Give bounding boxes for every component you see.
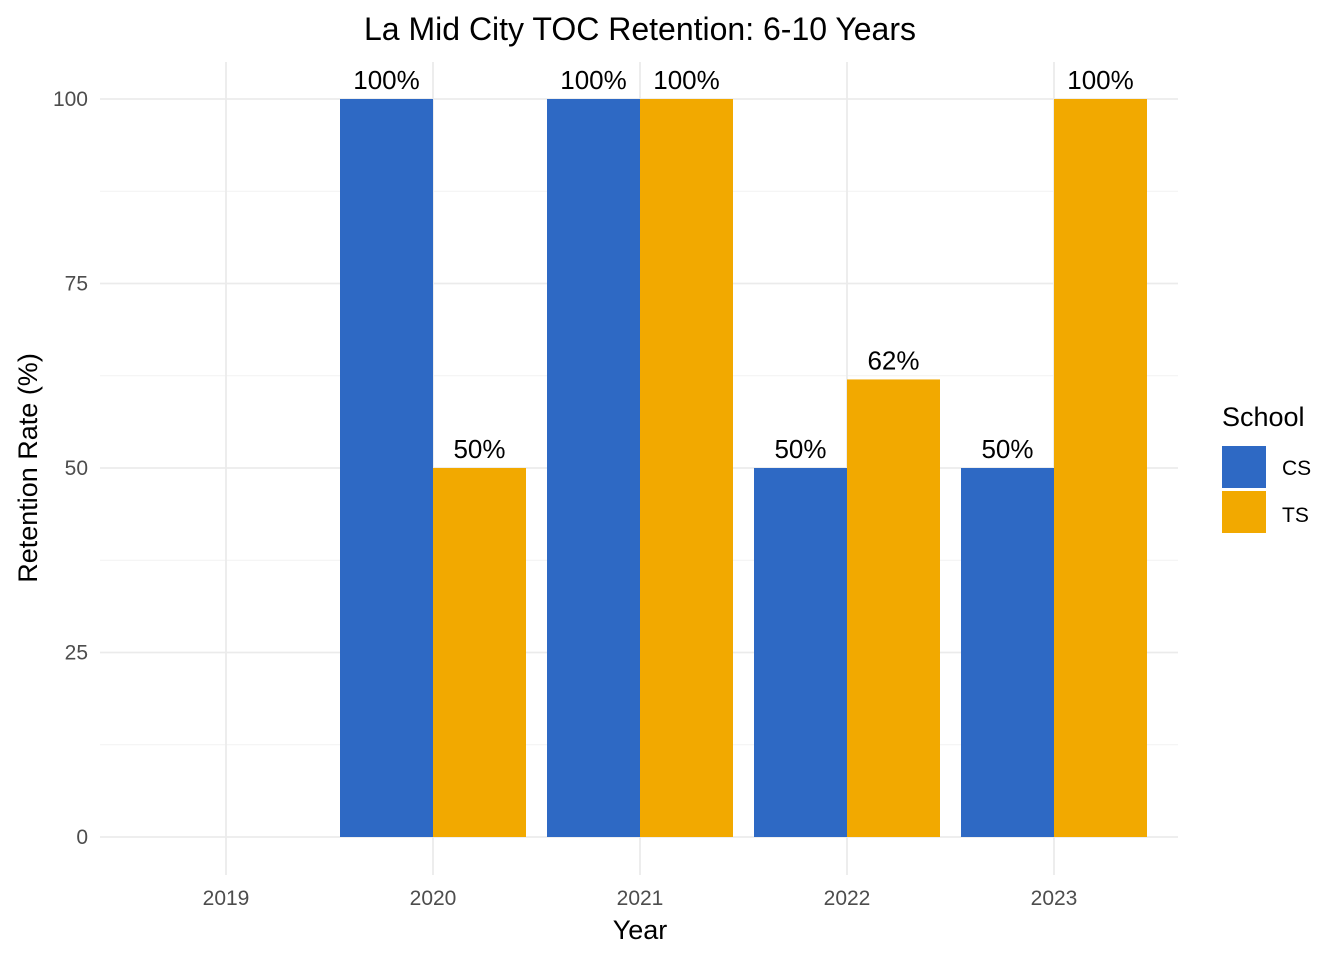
x-tick-label: 2023 (1031, 887, 1078, 910)
x-tick-label: 2022 (824, 887, 871, 910)
legend: School CS TS (1222, 402, 1311, 533)
legend-label-cs: CS (1282, 457, 1311, 480)
data-label-ts-2020: 50% (453, 434, 505, 464)
y-tick-label: 25 (65, 642, 88, 665)
legend-label-ts: TS (1282, 504, 1309, 527)
x-tick-label: 2021 (617, 887, 664, 910)
y-tick-label: 100 (53, 88, 88, 111)
y-axis-title: Retention Rate (%) (13, 353, 43, 583)
y-tick-label: 75 (65, 273, 88, 296)
x-axis-ticks: 2019 2020 2021 2022 2023 (203, 887, 1078, 910)
data-label-ts-2023: 100% (1067, 65, 1134, 95)
data-label-cs-2021: 100% (560, 65, 627, 95)
bar-cs-2023 (961, 468, 1054, 837)
y-axis-ticks: 0 25 50 75 100 (53, 88, 88, 849)
bar-ts-2021 (640, 99, 733, 837)
legend-swatch-cs (1222, 446, 1266, 488)
data-labels: 100% 100% 50% 50% 50% 100% 62% 100% (353, 65, 1134, 464)
bar-cs-2020 (340, 99, 433, 837)
data-label-cs-2020: 100% (353, 65, 420, 95)
x-axis-title: Year (613, 915, 668, 945)
bar-cs-2022 (754, 468, 847, 837)
y-tick-label: 50 (65, 457, 88, 480)
legend-swatch-ts (1222, 491, 1266, 533)
data-label-cs-2023: 50% (981, 434, 1033, 464)
data-label-cs-2022: 50% (774, 434, 826, 464)
bar-cs-2021 (547, 99, 640, 837)
data-label-ts-2021: 100% (653, 65, 720, 95)
bar-ts-2022 (847, 379, 940, 837)
bar-ts-2020 (433, 468, 526, 837)
bar-ts-2023 (1054, 99, 1147, 837)
data-label-ts-2022: 62% (867, 345, 919, 375)
legend-title: School (1222, 402, 1305, 432)
chart-title: La Mid City TOC Retention: 6-10 Years (364, 11, 916, 47)
x-tick-label: 2020 (410, 887, 457, 910)
x-tick-label: 2019 (203, 887, 250, 910)
y-tick-label: 0 (76, 826, 88, 849)
